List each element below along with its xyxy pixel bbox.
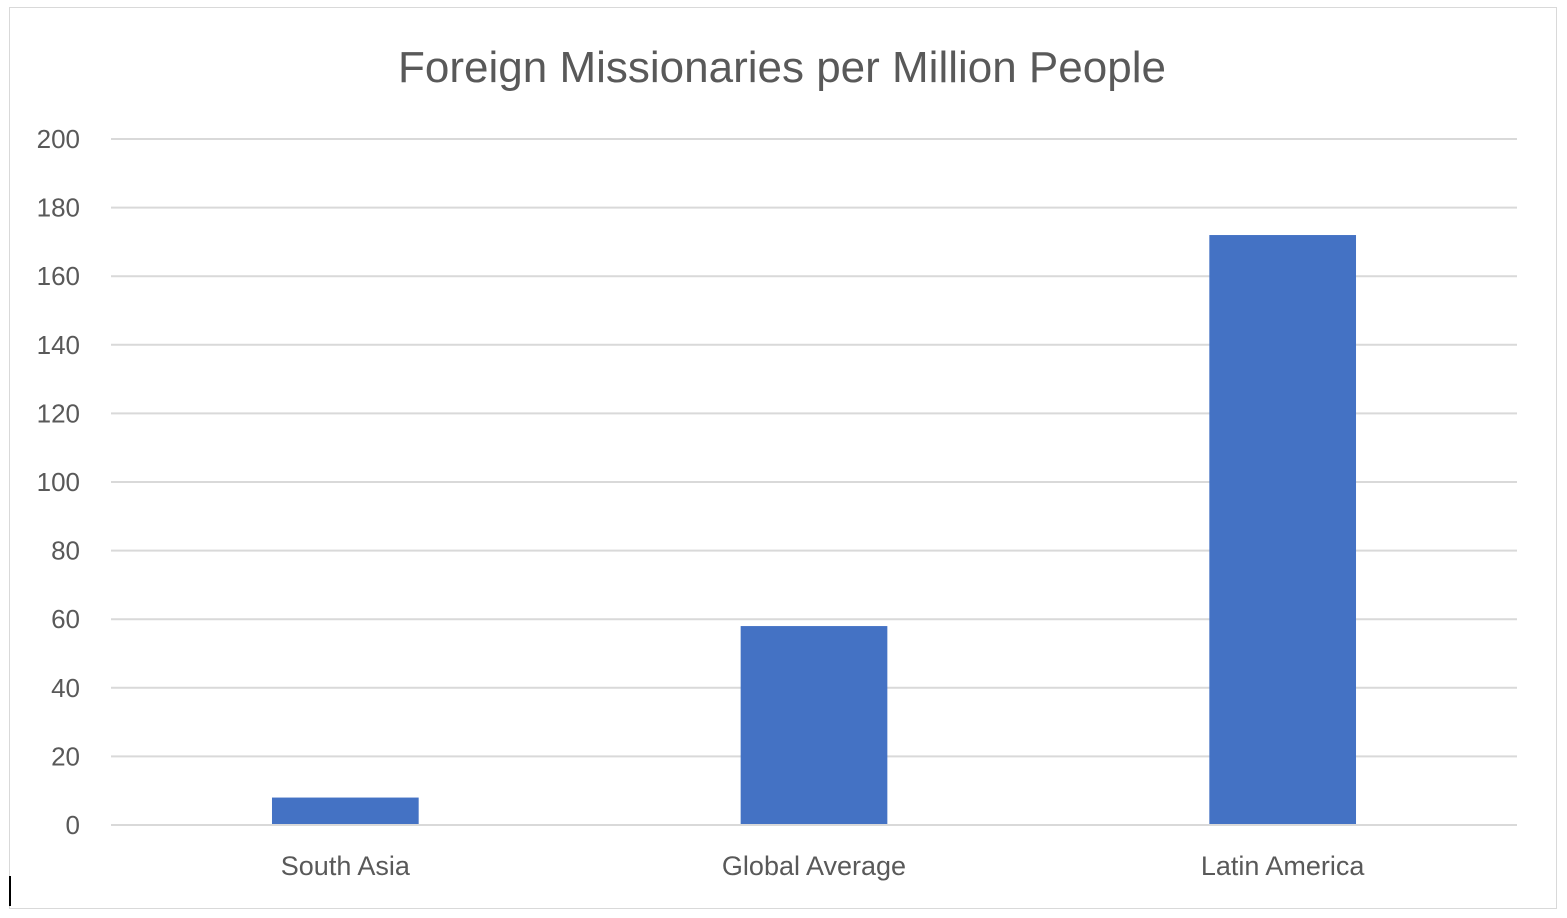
chart-title: Foreign Missionaries per Million People — [398, 43, 1166, 92]
y-tick-label: 20 — [51, 741, 80, 771]
y-tick-label: 40 — [51, 673, 80, 703]
y-tick-label: 80 — [51, 536, 80, 566]
y-tick-label: 120 — [37, 398, 80, 428]
bar-global-average — [740, 626, 888, 825]
x-axis-labels: South Asia Global Average Latin America — [281, 851, 1366, 881]
bar-latin-america — [1209, 235, 1357, 826]
y-tick-label: 0 — [66, 810, 80, 840]
y-tick-label: 160 — [37, 261, 80, 291]
x-tick-label: Global Average — [722, 851, 906, 881]
bars — [111, 235, 1517, 826]
text-cursor — [9, 876, 11, 906]
y-tick-label: 140 — [37, 330, 80, 360]
y-tick-label: 100 — [37, 467, 80, 497]
y-axis-ticks: 0 20 40 60 80 100 120 140 160 180 200 — [37, 124, 80, 840]
x-tick-label: South Asia — [281, 851, 411, 881]
y-tick-label: 200 — [37, 124, 80, 154]
y-tick-label: 60 — [51, 604, 80, 634]
bar-south-asia — [271, 797, 419, 825]
y-tick-label: 180 — [37, 193, 80, 223]
x-tick-label: Latin America — [1201, 851, 1366, 881]
